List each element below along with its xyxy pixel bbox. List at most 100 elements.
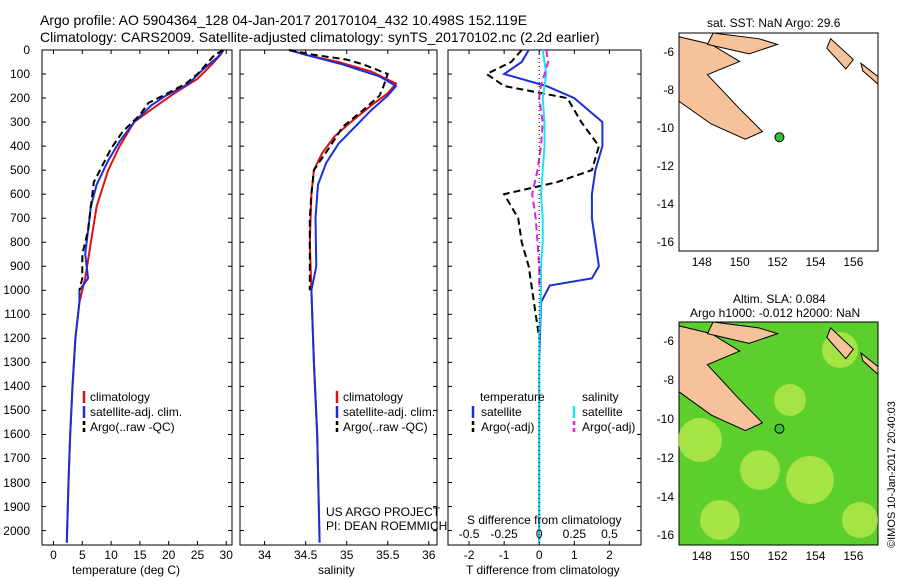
series-line-argo-raw-qc- bbox=[289, 49, 389, 291]
depth-tick-label: 1600 bbox=[3, 427, 30, 442]
map-y-label: -6 bbox=[663, 44, 674, 59]
panel-frame-1 bbox=[239, 49, 438, 546]
s-tick-label: 0.25 bbox=[562, 527, 586, 541]
map-bottom-title1: Altim. SLA: 0.084 bbox=[733, 292, 826, 306]
s-tick-label: 0 bbox=[535, 527, 543, 541]
depth-tick-label: 2000 bbox=[3, 523, 30, 538]
sal-legend-climatology: climatology bbox=[343, 390, 404, 404]
x-tick-label: 36 bbox=[422, 548, 436, 562]
map-x-label: 152 bbox=[767, 549, 788, 563]
sal-xlabel: salinity bbox=[318, 563, 355, 577]
diff-legend-temp-argo: Argo(-adj) bbox=[481, 420, 535, 434]
depth-tick-label: 500 bbox=[9, 163, 30, 178]
land-new-britain bbox=[706, 32, 780, 55]
diff-top-label: S difference from climatology bbox=[467, 513, 622, 527]
panel-frame-0 bbox=[41, 49, 233, 546]
map-y-label: -14 bbox=[656, 489, 674, 504]
sla-anomaly bbox=[678, 418, 722, 462]
depth-tick-label: 400 bbox=[9, 139, 30, 154]
series-line-salinity-satellite bbox=[538, 49, 548, 543]
x-tick-label: -1 bbox=[498, 548, 510, 562]
s-tick-label: -0.25 bbox=[490, 527, 518, 541]
map-x-label: 148 bbox=[691, 549, 712, 563]
depth-tick-label: 700 bbox=[9, 211, 30, 226]
map-y-label: -8 bbox=[663, 373, 674, 388]
map-x-label: 154 bbox=[805, 549, 826, 563]
depth-tick-label: 1000 bbox=[3, 283, 30, 298]
map-top-title: sat. SST: NaN Argo: 29.6 bbox=[707, 16, 841, 30]
map-group bbox=[678, 321, 879, 546]
map-x-label: 150 bbox=[729, 255, 750, 269]
map-x-label: 156 bbox=[843, 549, 864, 563]
sla-anomaly bbox=[786, 456, 834, 504]
series-line-satellite-adj-clim- bbox=[65, 49, 225, 543]
x-tick-label: -2 bbox=[463, 548, 475, 562]
temp-legend-argo: Argo(..raw -QC) bbox=[90, 420, 175, 434]
x-tick-label: 10 bbox=[104, 548, 118, 562]
map-y-label: -8 bbox=[663, 82, 674, 97]
depth-tick-label: 1400 bbox=[3, 379, 30, 394]
sal-legend-satellite: satellite-adj. clim. bbox=[343, 405, 436, 419]
x-tick-label: 15 bbox=[133, 548, 147, 562]
depth-tick-label: 1200 bbox=[3, 331, 30, 346]
argo-float-marker bbox=[774, 423, 785, 434]
depth-tick-label: 1700 bbox=[3, 451, 30, 466]
series-line-satellite-adj-clim- bbox=[288, 49, 398, 543]
land-mainland bbox=[678, 325, 764, 432]
header-title-line1: Argo profile: AO 5904364_128 04-Jan-2017… bbox=[40, 12, 528, 28]
land-bougainville bbox=[826, 37, 855, 70]
x-tick-label: 34.5 bbox=[293, 548, 318, 562]
sla-anomaly bbox=[774, 384, 806, 416]
series-line-climatology bbox=[288, 49, 398, 543]
credit-project: US ARGO PROJECT bbox=[326, 505, 441, 519]
x-tick-label: 35 bbox=[340, 548, 354, 562]
map-y-label: -16 bbox=[656, 528, 674, 543]
x-tick-label: 0 bbox=[50, 548, 57, 562]
depth-tick-label: 1300 bbox=[3, 355, 30, 370]
diff-xlabel: T difference from climatology bbox=[466, 563, 620, 577]
x-tick-label: 2 bbox=[606, 548, 613, 562]
x-tick-label: 25 bbox=[190, 548, 205, 562]
map-x-label: 150 bbox=[729, 549, 750, 563]
depth-tick-label: 1500 bbox=[3, 403, 30, 418]
map-y-label: -10 bbox=[656, 411, 674, 426]
sal-legend-argo: Argo(..raw -QC) bbox=[343, 420, 428, 434]
diff-legend-temp-sat: satellite bbox=[481, 405, 522, 419]
land-islands bbox=[860, 351, 879, 376]
x-tick-label: 20 bbox=[161, 548, 176, 562]
depth-tick-label: 200 bbox=[9, 91, 30, 106]
credit-pi: PI: DEAN ROEMMICH bbox=[326, 519, 448, 533]
depth-tick-label: 900 bbox=[9, 259, 30, 274]
depth-tick-label: 1900 bbox=[3, 499, 30, 514]
map-x-label: 148 bbox=[691, 255, 712, 269]
diff-legend-temp-title: temperature bbox=[480, 390, 545, 404]
map-y-label: -12 bbox=[656, 450, 674, 465]
x-tick-label: 0 bbox=[535, 548, 543, 562]
diff-legend-sal-argo: Argo(-adj) bbox=[582, 420, 636, 434]
header-title-line2: Climatology: CARS2009. Satellite-adjuste… bbox=[40, 29, 600, 45]
map-y-label: -6 bbox=[663, 334, 674, 349]
s-tick-label: 0.5 bbox=[601, 527, 618, 541]
sla-anomaly bbox=[700, 500, 740, 540]
x-tick-label: 1 bbox=[570, 548, 578, 562]
x-tick-label: 34 bbox=[257, 548, 272, 562]
depth-tick-label: 1800 bbox=[3, 475, 30, 490]
x-tick-label: 35.5 bbox=[376, 548, 400, 562]
map-x-label: 154 bbox=[805, 255, 826, 269]
argo-float-marker bbox=[774, 132, 785, 143]
map-bottom-title2: Argo h1000: -0.012 h2000: NaN bbox=[690, 306, 861, 320]
depth-tick-label: 300 bbox=[9, 115, 30, 130]
map-y-label: -14 bbox=[656, 196, 674, 211]
land-new-britain bbox=[706, 321, 780, 344]
sla-anomaly bbox=[842, 502, 878, 538]
temp-legend-climatology: climatology bbox=[90, 390, 151, 404]
diff-legend-sal-sat: satellite bbox=[582, 405, 623, 419]
sla-anomaly bbox=[740, 450, 780, 490]
land-islands bbox=[860, 62, 879, 86]
series-line-salinity-argo-adj- bbox=[531, 49, 550, 291]
side-credit: ©IMOS 10-Jan-2017 20:40:03 bbox=[886, 401, 898, 548]
series-line-climatology bbox=[65, 49, 225, 543]
s-tick-label: -0.5 bbox=[458, 527, 480, 541]
series-line-argo-raw-qc- bbox=[78, 49, 224, 291]
